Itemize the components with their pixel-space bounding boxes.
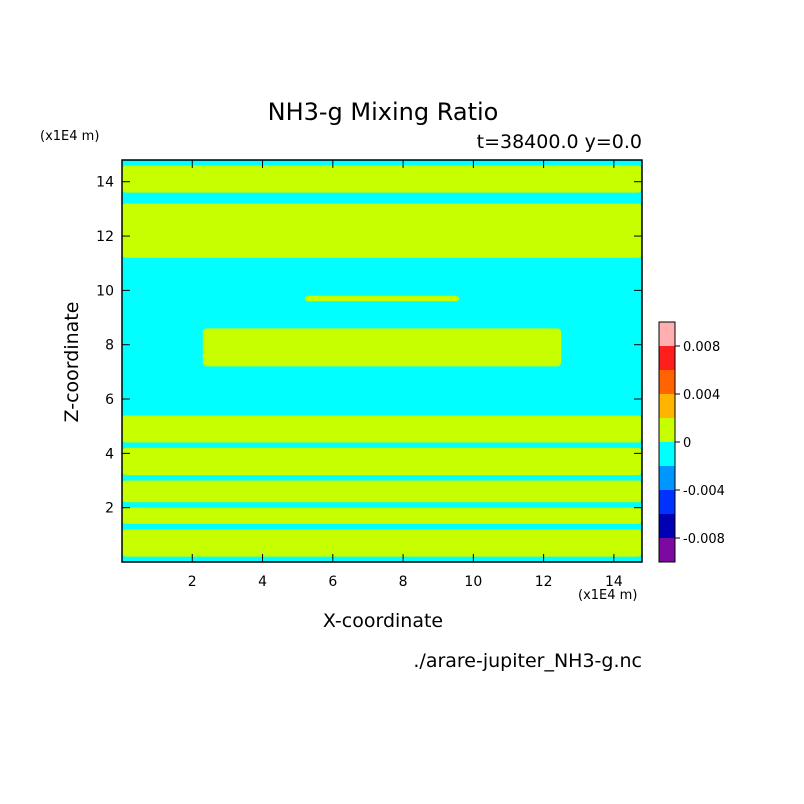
chart-subtitle: t=38400.0 y=0.0	[476, 131, 642, 153]
colorbar-segment	[659, 322, 675, 346]
y-tick-label: 10	[96, 283, 114, 299]
chart-title: NH3-g Mixing Ratio	[267, 98, 499, 126]
x-tick-label: 4	[258, 574, 267, 590]
y-tick-label: 6	[105, 392, 114, 408]
y-tick-label: 12	[96, 229, 114, 245]
colorbar-segment	[659, 394, 675, 418]
colorbar-label: -0.004	[683, 484, 725, 499]
contour-band	[304, 295, 460, 302]
colorbar-label: -0.008	[683, 532, 725, 547]
y-axis: 2 4 6 8 10 12 14	[96, 175, 642, 517]
contour-band	[122, 507, 642, 524]
colorbar-segment	[659, 490, 675, 514]
y-axis-unit: (x1E4 m)	[40, 129, 100, 144]
contour-band	[122, 529, 642, 557]
colorbar-segment	[659, 514, 675, 538]
colorbar-segment	[659, 346, 675, 370]
contour-band	[202, 328, 562, 367]
colorbar-label: 0.004	[683, 388, 720, 403]
colorbar-label: 0	[683, 436, 691, 451]
colorbar-segment	[659, 418, 675, 442]
x-tick-label: 14	[605, 574, 623, 590]
contour-band	[122, 203, 642, 258]
y-tick-label: 14	[96, 175, 114, 191]
x-tick-label: 10	[464, 574, 482, 590]
colorbar-label: 0.008	[683, 340, 720, 355]
colorbar-segment	[659, 538, 675, 562]
plot-frame	[121, 159, 643, 563]
x-tick-label: 8	[399, 574, 408, 590]
colorbar-segment	[659, 370, 675, 394]
contour-band	[122, 165, 642, 193]
x-axis-label: X-coordinate	[322, 610, 444, 632]
y-tick-label: 2	[105, 501, 114, 517]
y-axis-label: Z-coordinate	[61, 301, 83, 423]
y-tick-label: 4	[105, 446, 114, 462]
colorbar-segment	[659, 442, 675, 466]
contour-band	[122, 480, 642, 503]
contour-band	[122, 447, 642, 476]
x-tick-label: 2	[188, 574, 197, 590]
contour-band	[122, 415, 642, 443]
x-axis: 2 4 6 8 10 12 14	[188, 160, 623, 590]
x-axis-unit: (x1E4 m)	[578, 588, 638, 603]
colorbar: 0.008 0.004 0 -0.004 -0.008	[658, 321, 725, 563]
x-tick-label: 12	[535, 574, 553, 590]
x-tick-label: 6	[328, 574, 337, 590]
contour-bands	[122, 165, 642, 557]
file-label: ./arare-jupiter_NH3-g.nc	[413, 650, 642, 672]
colorbar-segment	[659, 466, 675, 490]
y-tick-label: 8	[105, 338, 114, 354]
